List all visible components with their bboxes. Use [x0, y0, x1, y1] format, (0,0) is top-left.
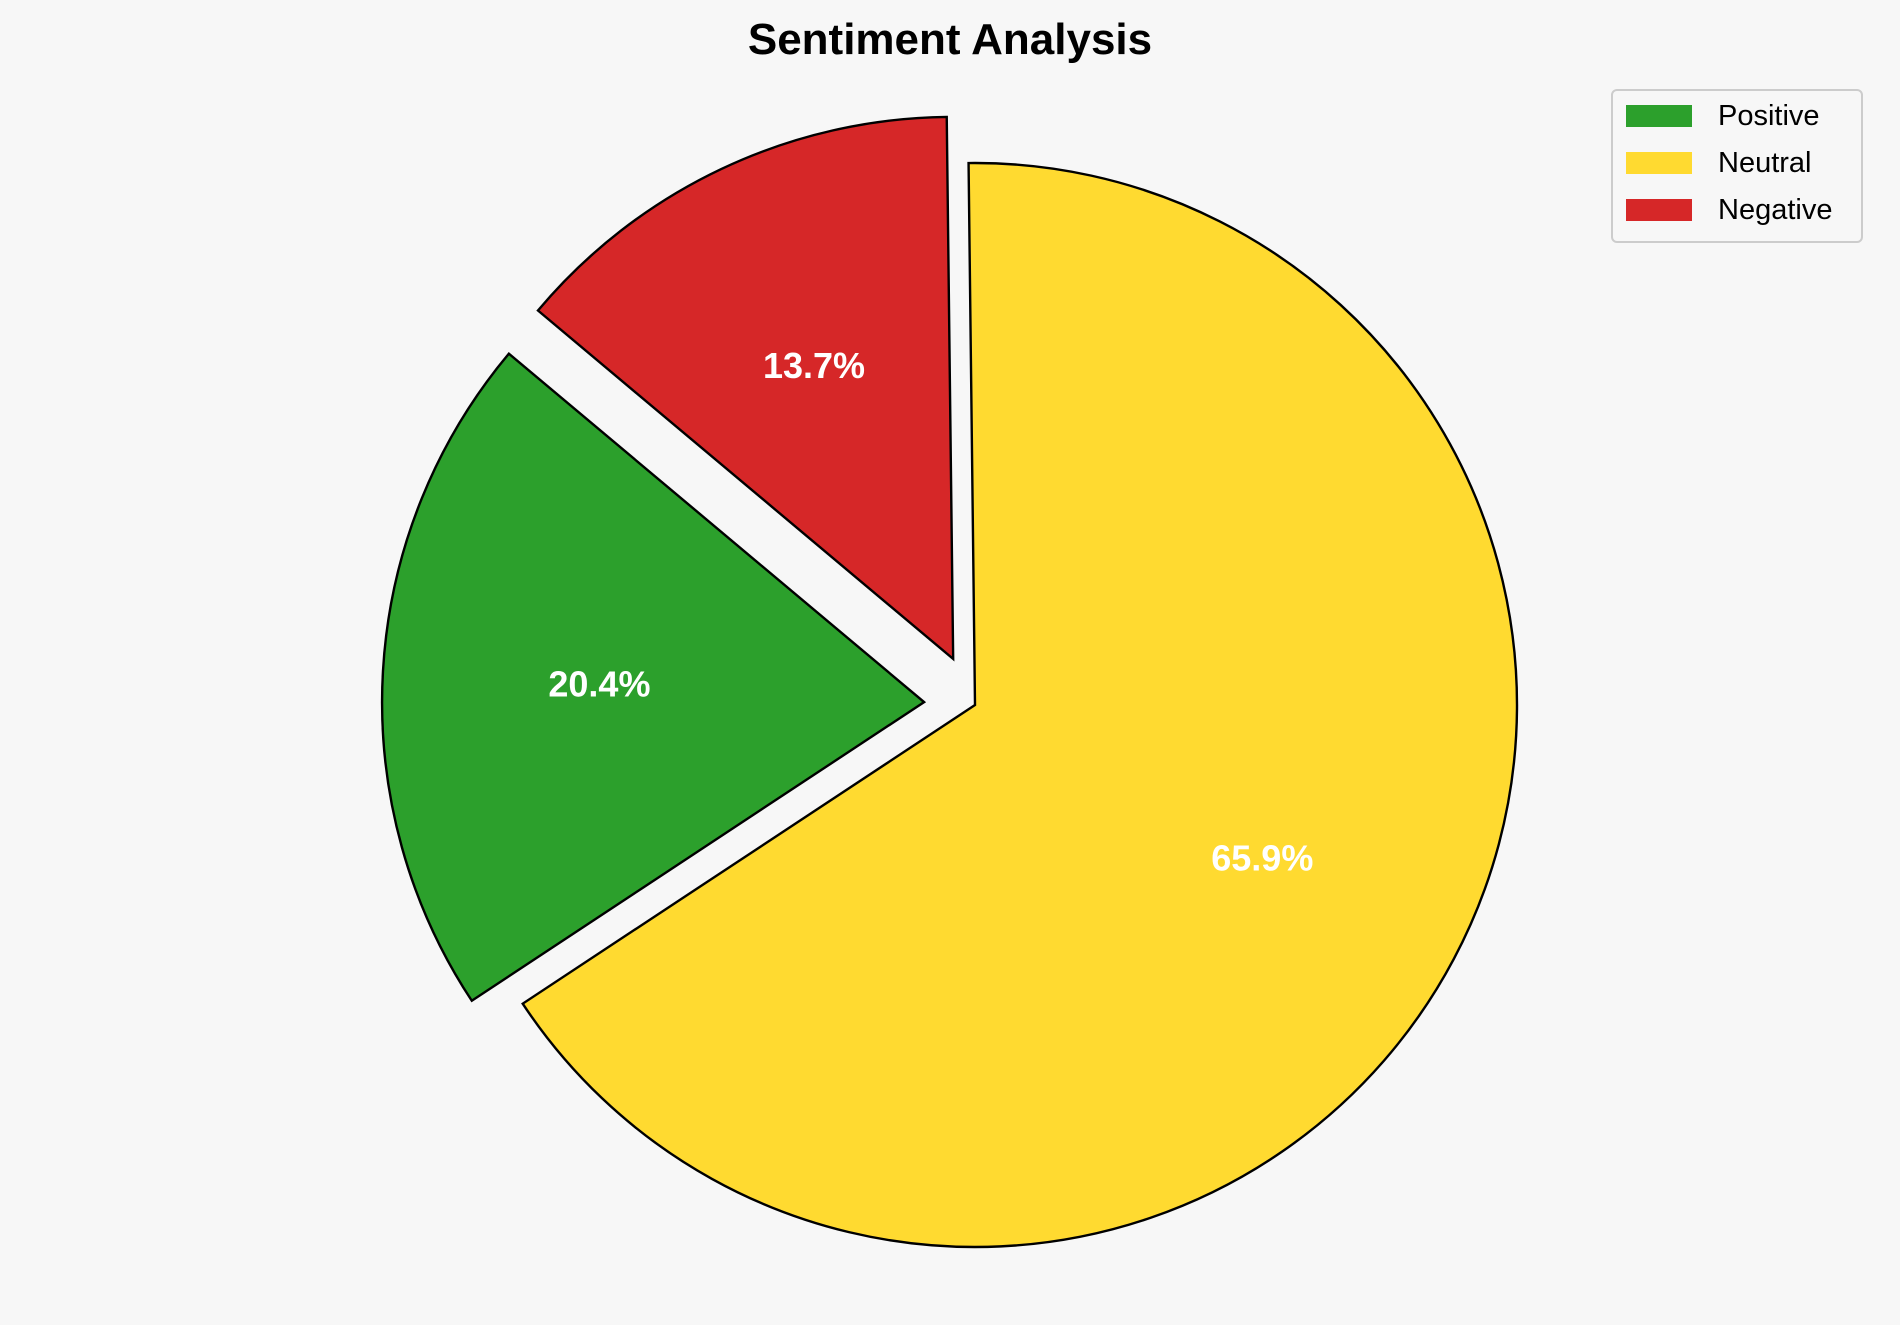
legend: Positive Neutral Negative: [1611, 89, 1863, 243]
pie-wedge-positive: [380, 351, 927, 1003]
legend-label-positive: Positive: [1718, 100, 1820, 132]
pie-wedge-negative: [536, 115, 955, 662]
legend-label-negative: Negative: [1718, 194, 1832, 226]
legend-swatch-negative: [1626, 199, 1692, 221]
pie-label-neutral: 65.9%: [1211, 837, 1313, 878]
pie-label-negative: 13.7%: [763, 345, 865, 386]
pie-label-positive: 20.4%: [548, 663, 650, 704]
legend-label-neutral: Neutral: [1718, 147, 1812, 179]
legend-swatch-neutral: [1626, 152, 1692, 174]
pie-wedge-neutral: [521, 161, 1519, 1249]
chart-title: Sentiment Analysis: [748, 15, 1152, 64]
legend-swatch-positive: [1626, 105, 1692, 127]
